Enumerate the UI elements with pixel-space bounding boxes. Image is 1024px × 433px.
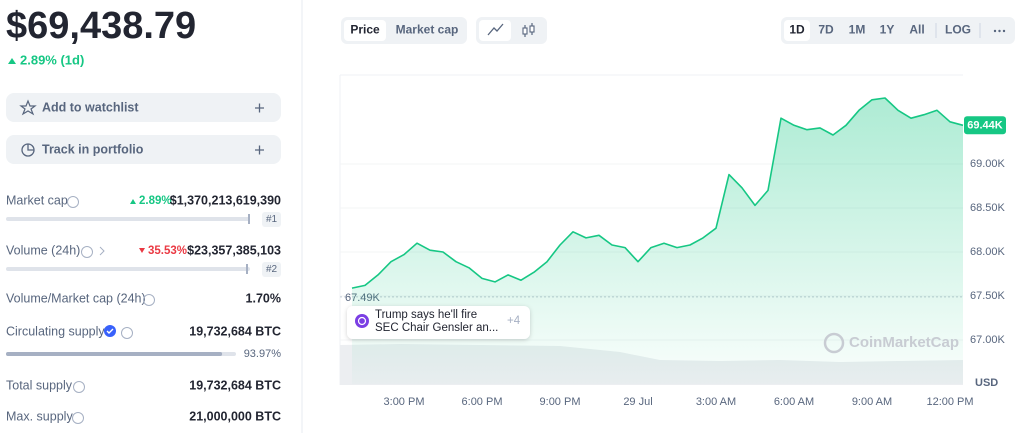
stat-label: Total supply (6, 378, 73, 392)
supply-fill (6, 352, 223, 356)
news-more: +4 (507, 315, 521, 327)
plot: 67.00K 67.50K 68.00K 68.50K 69.00K USD 3:00 PM… (340, 97, 1006, 408)
x-tick-label: 3:00 AM (696, 396, 736, 408)
line-icon[interactable] (487, 23, 504, 36)
stat-label: Circulating supply (6, 324, 105, 338)
stat-value: 1.70% (246, 291, 281, 305)
price-change: 2.89% (1d) (20, 52, 84, 67)
dot (998, 29, 1001, 33)
button-bg (6, 93, 281, 122)
info-icon (72, 412, 84, 424)
candle-icon-body (522, 27, 528, 35)
x-tick-label: 3:00 PM (384, 396, 425, 408)
y-tick-label: 69.00K (970, 158, 1006, 170)
x-tick-label: 6:00 PM (462, 396, 503, 408)
star-icon (19, 99, 37, 116)
active-tab (344, 20, 386, 41)
y-tick-label: 67.00K (970, 334, 1006, 346)
y-axis-unit: USD (975, 377, 998, 389)
up-arrow (130, 199, 136, 204)
price-line (351, 97, 964, 289)
tab[interactable]: 1M (849, 23, 866, 37)
verified-icon (104, 325, 116, 337)
toolbar: Price Market cap 1D 7D 1M 1Y All LOG (341, 17, 1015, 44)
stat-value: $1,370,213,619,390 (170, 193, 281, 207)
active-tab (479, 20, 511, 41)
range-tabs (781, 17, 1015, 44)
popup-bg (347, 306, 530, 339)
tab[interactable]: LOG (945, 23, 971, 37)
plus-icon (255, 145, 264, 155)
tab[interactable]: Price (350, 23, 380, 37)
price: $69,438.79 (6, 5, 196, 47)
info-icon (143, 294, 155, 306)
news-icon-glyph (357, 316, 367, 326)
tab[interactable]: 7D (818, 23, 834, 37)
news-popup[interactable]: Trump says he'll fire SEC Chair Gensler … (347, 306, 530, 339)
chevron (99, 246, 105, 256)
tab[interactable]: All (909, 23, 924, 37)
button-label: Track in portfolio (42, 142, 144, 156)
dot (993, 29, 997, 33)
active-tab (784, 20, 810, 41)
news-headline: SEC Chair Gensler an... (375, 322, 498, 334)
watermark-logo (823, 332, 845, 354)
y-tick-label: 68.50K (970, 202, 1006, 214)
rank-badge (262, 262, 281, 277)
up-arrow (8, 58, 16, 64)
stat-label: Volume (24h) (6, 243, 80, 257)
watermark-text: CoinMarketCap (849, 334, 959, 351)
down-arrow (139, 248, 145, 253)
news-icon (355, 314, 369, 328)
info-icon (121, 327, 133, 339)
plus-icon (255, 103, 264, 113)
x-tick-label: 9:00 AM (852, 396, 892, 408)
last-price-tag: 69.44K (967, 120, 1003, 132)
rank-track (6, 267, 250, 271)
x-tick-label: 29 Jul (623, 396, 652, 408)
button-bg (6, 135, 281, 164)
stat-change: 2.89% (139, 195, 172, 207)
watermark: CoinMarketCap (823, 332, 959, 354)
stat-value: 21,000,000 BTC (189, 409, 281, 423)
rank-track (6, 217, 250, 221)
watchlist-button[interactable]: Add to watchlist (6, 93, 281, 122)
info-icon (73, 381, 85, 393)
rank: #1 (266, 214, 278, 225)
left-panel: $69,438.79 2.89% (1d) Add to watchlist T… (6, 5, 282, 424)
portfolio-button[interactable]: Track in portfolio (6, 135, 281, 164)
last-price-tag-bg (964, 116, 1006, 135)
more-button[interactable] (993, 29, 1006, 33)
tab[interactable]: 1Y (880, 23, 895, 37)
stat-value: 19,732,684 BTC (189, 378, 281, 392)
rank-marker (248, 214, 250, 224)
stat-label: Market cap (6, 193, 68, 207)
stat-label: Max. supply (6, 409, 73, 423)
news-headline: Trump says he'll fire (375, 309, 477, 321)
rank: #2 (266, 264, 278, 275)
candle-icon-body (529, 25, 535, 33)
stat-value: 19,732,684 BTC (189, 324, 281, 338)
info-icon (67, 196, 79, 208)
tab[interactable]: Market cap (396, 23, 459, 37)
supply-percent: 93.97% (244, 348, 282, 360)
x-tick-label: 6:00 AM (774, 396, 814, 408)
stat-value: $23,357,385,103 (187, 243, 281, 257)
stat-change: 35.53% (148, 245, 187, 257)
tab[interactable]: 1D (789, 23, 805, 37)
stat-label: Volume/Market cap (24h) (6, 291, 146, 305)
info-icon (81, 246, 93, 258)
verified-check (106, 328, 114, 334)
y-tick-label: 67.50K (970, 290, 1006, 302)
dot (1002, 29, 1006, 33)
y-tick-label: 68.00K (970, 246, 1006, 258)
rank-marker (246, 264, 248, 274)
button-label: Add to watchlist (42, 100, 139, 114)
x-tick-label: 12:00 PM (926, 396, 973, 408)
x-tick-label: 9:00 PM (540, 396, 581, 408)
pie-icon-slice (27, 144, 34, 151)
rank-badge (262, 212, 281, 227)
